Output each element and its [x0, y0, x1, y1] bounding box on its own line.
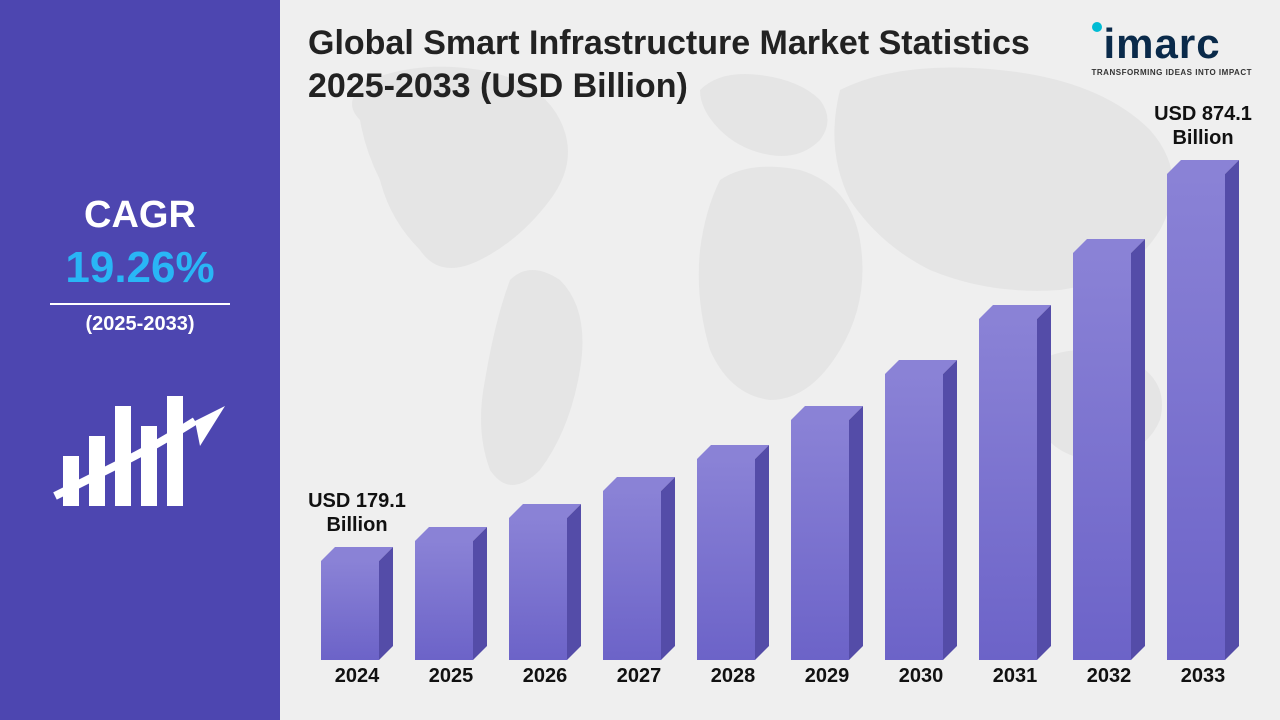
x-axis-label: 2032 — [1087, 665, 1132, 688]
x-axis-label: 2031 — [993, 665, 1038, 688]
cagr-divider — [50, 303, 230, 305]
bar: 2033USD 874.1Billion — [1167, 160, 1239, 660]
bar: 2030 — [885, 360, 957, 660]
logo-text: imarc — [1092, 20, 1252, 68]
bar: 2024USD 179.1Billion — [321, 547, 393, 660]
bar: 2028 — [697, 445, 769, 660]
chart-title: Global Smart Infrastructure Market Stati… — [308, 22, 1060, 107]
x-axis-label: 2029 — [805, 665, 850, 688]
x-axis-label: 2028 — [711, 665, 756, 688]
bar: 2032 — [1073, 239, 1145, 660]
brand-logo: imarc TRANSFORMING IDEAS INTO IMPACT — [1092, 20, 1252, 77]
logo-dot-icon — [1092, 22, 1102, 32]
bar: 2025 — [415, 527, 487, 660]
x-axis-label: 2033 — [1181, 665, 1226, 688]
x-axis-label: 2026 — [523, 665, 568, 688]
x-axis-label: 2024 — [335, 665, 380, 688]
right-panel: Global Smart Infrastructure Market Stati… — [280, 0, 1280, 720]
value-callout: USD 179.1Billion — [297, 489, 417, 537]
cagr-value: 19.26% — [65, 243, 214, 293]
bar: 2031 — [979, 305, 1051, 660]
value-callout: USD 874.1Billion — [1143, 102, 1263, 150]
logo-name: imarc — [1104, 20, 1221, 68]
bar-chart: 2024USD 179.1Billion20252026202720282029… — [300, 130, 1260, 690]
bar: 2027 — [603, 477, 675, 660]
x-axis-label: 2027 — [617, 665, 662, 688]
x-axis-label: 2025 — [429, 665, 474, 688]
growth-chart-icon — [45, 366, 235, 526]
logo-tagline: TRANSFORMING IDEAS INTO IMPACT — [1092, 68, 1252, 77]
cagr-label: CAGR — [84, 194, 196, 237]
left-panel: CAGR 19.26% (2025-2033) — [0, 0, 280, 720]
x-axis-label: 2030 — [899, 665, 944, 688]
bar: 2026 — [509, 504, 581, 660]
cagr-period: (2025-2033) — [86, 313, 195, 336]
bar: 2029 — [791, 406, 863, 660]
